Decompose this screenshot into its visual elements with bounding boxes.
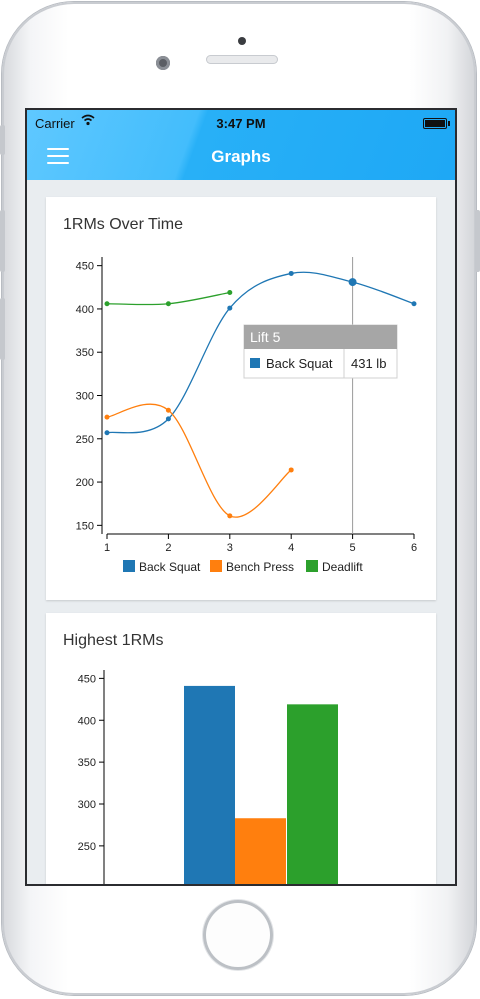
app-screen: Carrier 3:47 PM Graphs 1RMs Over Time 15…	[27, 110, 455, 884]
y-tick-label: 150	[76, 520, 94, 532]
data-point[interactable]	[165, 301, 171, 307]
y-tick-label: 450	[76, 261, 94, 273]
data-point[interactable]	[104, 414, 110, 420]
data-point[interactable]	[227, 305, 233, 311]
home-button[interactable]	[203, 900, 273, 970]
x-tick-label: 6	[411, 542, 417, 554]
proximity-sensor	[238, 37, 246, 45]
data-point[interactable]	[104, 430, 110, 436]
data-point[interactable]	[165, 416, 171, 422]
page-title: Graphs	[211, 147, 271, 166]
data-point[interactable]	[165, 407, 171, 413]
y-tick-label: 350	[76, 347, 94, 359]
data-point[interactable]	[348, 278, 357, 287]
y-tick-label: 300	[76, 391, 94, 403]
y-tick-label: 450	[78, 673, 96, 685]
data-point[interactable]	[288, 270, 294, 276]
status-bar: Carrier 3:47 PM	[27, 110, 455, 136]
line-chart-card: 1RMs Over Time 150 200 250 300 350 400 450 1 2 3 4…	[46, 197, 436, 600]
y-tick-label: 400	[76, 304, 94, 316]
data-point[interactable]	[227, 289, 233, 295]
volume-up-button	[0, 210, 5, 272]
mute-switch	[0, 125, 5, 155]
y-tick-label: 300	[78, 799, 96, 811]
data-point[interactable]	[288, 467, 294, 473]
y-tick-label: 250	[78, 841, 96, 853]
y-tick-label: 200	[78, 883, 96, 884]
line-chart[interactable]: 150 200 250 300 350 400 450 1 2 3 4 5 6 Back Squat Ben…	[46, 197, 436, 600]
y-tick-label: 200	[76, 477, 94, 489]
nav-bar: Carrier 3:47 PM Graphs	[27, 110, 455, 180]
x-tick-label: 3	[227, 542, 233, 554]
y-tick-label: 250	[76, 434, 94, 446]
x-tick-label: 5	[350, 542, 356, 554]
bar-chart-title: Highest 1RMs	[63, 632, 164, 649]
legend-swatch	[306, 560, 318, 572]
x-tick-label: 2	[165, 542, 171, 554]
data-point[interactable]	[411, 301, 417, 307]
volume-down-button	[0, 298, 5, 360]
bar-deadlift[interactable]	[287, 704, 338, 884]
power-button	[475, 210, 480, 272]
tooltip-swatch	[250, 358, 260, 368]
tooltip-series: Back Squat	[266, 356, 333, 371]
legend-label: Deadlift	[322, 560, 363, 574]
bar-bench-press[interactable]	[235, 818, 286, 884]
legend-label: Back Squat	[139, 560, 201, 574]
tooltip-title: Lift 5	[250, 329, 281, 345]
tooltip-header	[244, 325, 397, 349]
front-camera-icon	[156, 56, 170, 70]
battery-icon	[423, 118, 450, 129]
legend-label: Bench Press	[226, 560, 294, 574]
line-chart-title: 1RMs Over Time	[63, 216, 184, 233]
status-time: 3:47 PM	[216, 116, 266, 131]
legend-swatch	[210, 560, 222, 572]
bar-back-squat[interactable]	[184, 685, 235, 884]
y-tick-label: 400	[78, 715, 96, 727]
x-tick-label: 1	[104, 542, 110, 554]
hamburger-menu-icon[interactable]	[47, 148, 69, 164]
tooltip-value: 431 lb	[351, 356, 386, 371]
data-point[interactable]	[104, 301, 110, 307]
earpiece-speaker	[206, 55, 278, 64]
y-tick-label: 350	[78, 757, 96, 769]
legend-swatch	[123, 560, 135, 572]
carrier-label: Carrier	[35, 116, 75, 131]
wifi-icon	[81, 114, 95, 129]
x-tick-label: 4	[288, 542, 294, 554]
data-point[interactable]	[227, 513, 233, 519]
series-line-bench-press	[106, 403, 292, 518]
